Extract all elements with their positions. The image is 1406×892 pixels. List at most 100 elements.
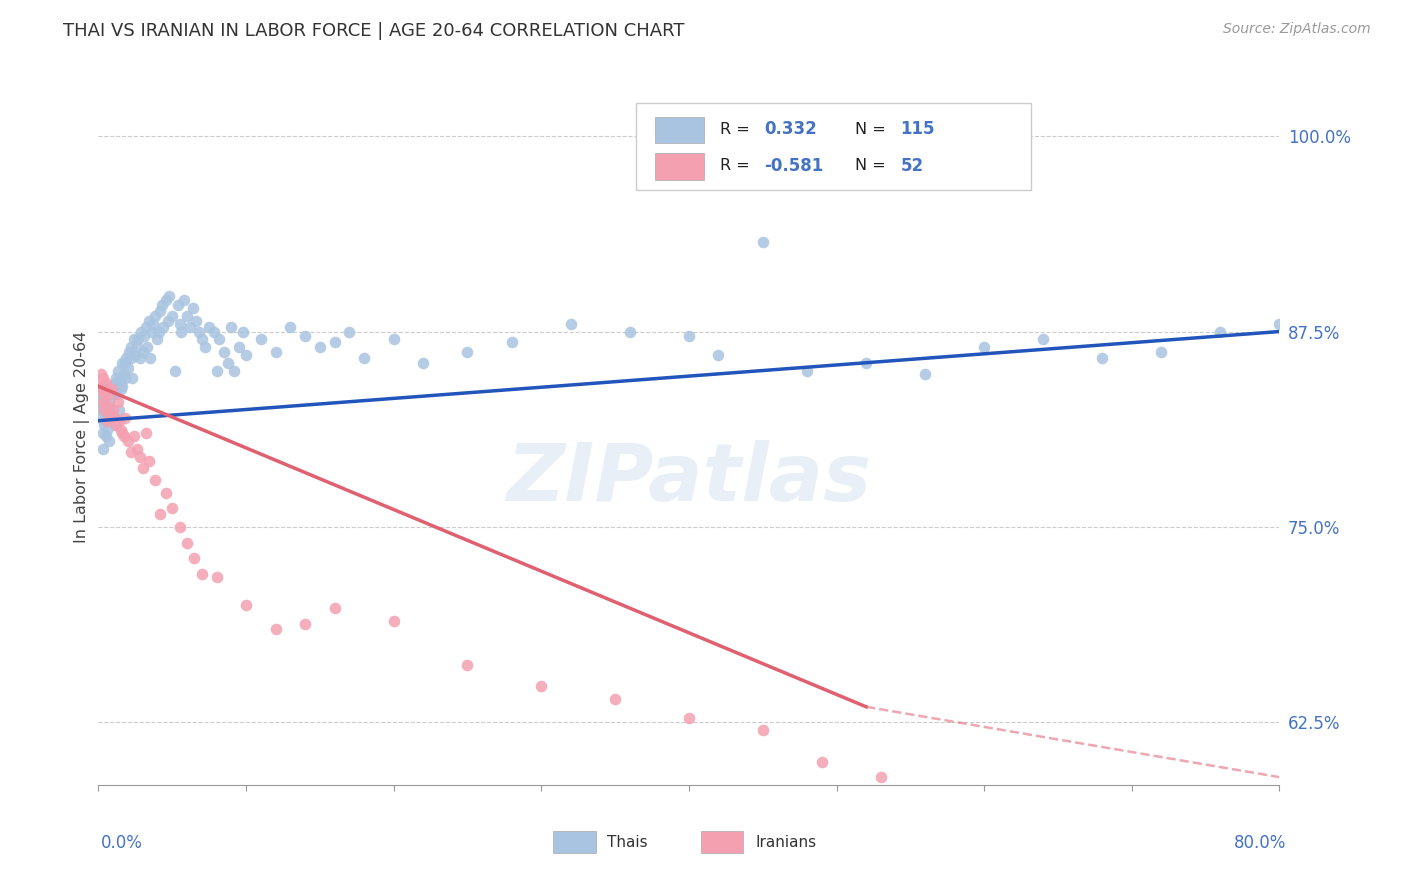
Point <box>183 551 205 566</box>
Point <box>162 501 183 516</box>
FancyBboxPatch shape <box>700 830 744 853</box>
Point <box>339 325 360 339</box>
Point <box>205 570 228 584</box>
Point <box>132 344 155 359</box>
Point <box>91 395 114 409</box>
Text: ZIPatlas: ZIPatlas <box>506 440 872 518</box>
Point <box>157 288 180 302</box>
Point <box>93 398 115 412</box>
Point <box>382 332 405 346</box>
Point <box>110 383 132 397</box>
Point <box>751 723 773 738</box>
Text: 52: 52 <box>900 157 924 175</box>
Point <box>97 434 120 448</box>
Point <box>138 454 160 468</box>
Point <box>156 313 179 327</box>
Point <box>605 692 627 706</box>
Point <box>114 356 136 370</box>
Point <box>219 319 242 334</box>
Point <box>98 402 121 417</box>
Point <box>128 351 150 365</box>
Point <box>104 410 127 425</box>
Point <box>501 335 523 350</box>
Point <box>150 298 173 312</box>
Point <box>181 301 204 315</box>
Point <box>353 351 375 365</box>
Point <box>810 755 832 769</box>
Text: 115: 115 <box>900 120 935 138</box>
Point <box>139 351 162 365</box>
Point <box>90 402 112 417</box>
Point <box>120 445 142 459</box>
Point <box>212 344 235 359</box>
Point <box>173 293 195 308</box>
Point <box>165 364 187 378</box>
Point <box>89 395 111 409</box>
Point <box>107 364 129 378</box>
Point <box>105 371 128 385</box>
Point <box>323 335 346 350</box>
Point <box>412 356 434 370</box>
Point <box>104 418 127 433</box>
Point <box>94 383 117 397</box>
Point <box>141 325 163 339</box>
Point <box>191 566 214 581</box>
Point <box>323 601 346 615</box>
Point <box>93 402 115 417</box>
Point <box>90 383 112 397</box>
Point <box>1150 344 1173 359</box>
Point <box>1209 325 1232 339</box>
Point <box>751 235 773 250</box>
Point <box>98 408 121 422</box>
Point <box>228 340 250 354</box>
Point <box>125 340 148 354</box>
Point <box>155 293 177 308</box>
Text: Thais: Thais <box>607 835 648 849</box>
Point <box>103 387 125 401</box>
Point <box>973 340 995 354</box>
Point <box>560 317 582 331</box>
Point <box>143 473 166 487</box>
Point <box>250 332 273 346</box>
Point <box>235 348 257 362</box>
Point <box>122 429 145 443</box>
Text: N =: N = <box>855 158 891 173</box>
Point <box>1091 351 1114 365</box>
Point <box>117 434 139 448</box>
Point <box>104 376 127 391</box>
Point <box>136 340 159 354</box>
Point <box>90 410 112 425</box>
Point <box>232 325 254 339</box>
Point <box>93 402 115 417</box>
Point <box>162 309 183 323</box>
Point <box>125 442 148 456</box>
Point <box>100 379 122 393</box>
Point <box>167 298 190 312</box>
Point <box>120 340 142 354</box>
Point <box>132 460 155 475</box>
Point <box>103 402 125 417</box>
Point <box>96 423 118 437</box>
Point <box>108 402 131 417</box>
Point <box>94 429 117 443</box>
Point <box>148 325 170 339</box>
Point <box>96 408 118 422</box>
Point <box>97 395 120 409</box>
Point <box>89 387 111 401</box>
Point <box>115 351 138 365</box>
Text: R =: R = <box>720 121 755 136</box>
Point <box>124 348 146 362</box>
Point <box>382 614 405 628</box>
Point <box>1032 332 1054 346</box>
Point <box>179 319 201 334</box>
Point <box>198 319 221 334</box>
Text: THAI VS IRANIAN IN LABOR FORCE | AGE 20-64 CORRELATION CHART: THAI VS IRANIAN IN LABOR FORCE | AGE 20-… <box>63 22 685 40</box>
Point <box>117 360 139 375</box>
Point <box>135 319 157 334</box>
Point <box>98 387 121 401</box>
Point <box>103 410 125 425</box>
Text: Source: ZipAtlas.com: Source: ZipAtlas.com <box>1223 22 1371 37</box>
FancyBboxPatch shape <box>553 830 596 853</box>
Point <box>869 770 891 784</box>
Point <box>110 423 132 437</box>
